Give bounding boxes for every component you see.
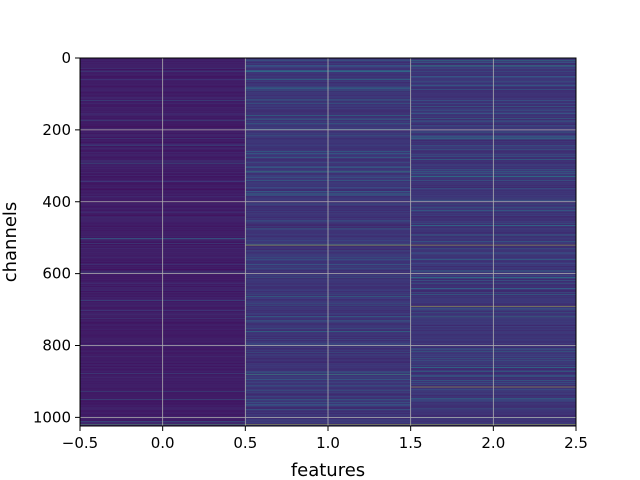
- x-axis-ticks: −0.5 0.0 0.5 1.0 1.5 2.0 2.5: [62, 426, 588, 452]
- y-tick-label: 800: [42, 337, 71, 355]
- x-tick-label: 0.5: [233, 434, 257, 452]
- y-axis-ticks: 0 200 400 600 800 1000: [33, 49, 80, 426]
- x-axis-label: features: [291, 460, 365, 480]
- x-tick-label: 2.5: [564, 434, 588, 452]
- y-axis-label: channels: [0, 202, 21, 283]
- y-tick-label: 1000: [33, 408, 71, 426]
- y-tick-label: 200: [42, 121, 71, 139]
- x-tick-label: −0.5: [62, 434, 98, 452]
- y-tick-label: 600: [42, 265, 71, 283]
- x-tick-label: 1.5: [399, 434, 423, 452]
- x-tick-label: 0.0: [151, 434, 175, 452]
- x-tick-label: 1.0: [316, 434, 340, 452]
- x-tick-label: 2.0: [481, 434, 505, 452]
- y-tick-label: 400: [42, 193, 71, 211]
- y-tick-label: 0: [61, 49, 71, 67]
